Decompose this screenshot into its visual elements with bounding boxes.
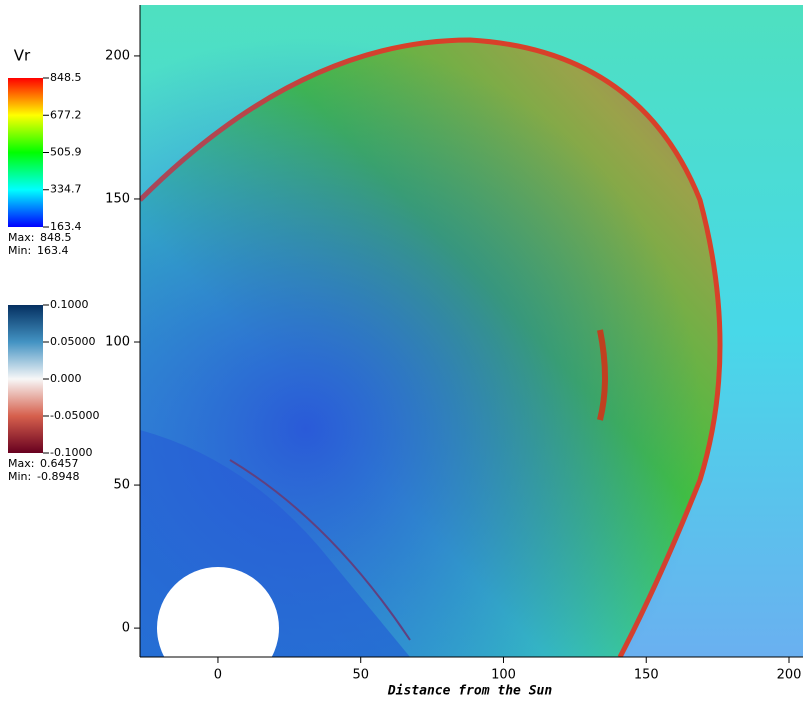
colorbar-tick-label: 163.4 bbox=[50, 220, 82, 233]
field bbox=[140, 5, 803, 657]
max-value: 848.5 bbox=[40, 231, 72, 244]
min-label: Min: bbox=[8, 244, 31, 257]
x-tick-label: 0 bbox=[214, 668, 222, 683]
colorbar-tick-label: 0.1000 bbox=[50, 298, 89, 311]
colorbar-tick-label: -0.05000 bbox=[50, 409, 99, 422]
inner-shade bbox=[140, 5, 803, 657]
colorbar-tick-label: -0.1000 bbox=[50, 446, 92, 459]
x-tick-label: 200 bbox=[777, 668, 802, 683]
colorbar-title: Vr bbox=[14, 47, 31, 65]
x-tick-label: 100 bbox=[491, 668, 516, 683]
colorbar bbox=[8, 78, 43, 227]
sun-mask bbox=[157, 567, 279, 657]
y-tick-label: 100 bbox=[105, 335, 130, 350]
colorbar-tick-label: 848.5 bbox=[50, 71, 82, 84]
max-label: Max: bbox=[8, 231, 34, 244]
x-tick-label: 150 bbox=[634, 668, 659, 683]
colorbar-tick-label: 505.9 bbox=[50, 146, 82, 159]
hot-spot bbox=[597, 329, 608, 421]
max-value: 0.6457 bbox=[40, 457, 79, 470]
colorbar bbox=[8, 305, 43, 453]
min-value: -0.8948 bbox=[37, 470, 79, 483]
y-tick-label: 0 bbox=[122, 621, 130, 636]
colorbar-tick-label: 0.05000 bbox=[50, 335, 96, 348]
x-axis-label: Distance from the Sun bbox=[387, 684, 553, 699]
colorbar-tick-label: 0.000 bbox=[50, 372, 82, 385]
current-sheet bbox=[229, 459, 411, 641]
y-tick-label: 150 bbox=[105, 191, 130, 206]
max-label: Max: bbox=[8, 457, 34, 470]
colorbar-tick-label: 677.2 bbox=[50, 108, 82, 121]
y-tick-label: 50 bbox=[113, 478, 130, 493]
x-tick-label: 50 bbox=[352, 668, 369, 683]
min-label: Min: bbox=[8, 470, 31, 483]
colorbar-tick-label: 334.7 bbox=[50, 183, 82, 196]
min-value: 163.4 bbox=[37, 244, 69, 257]
y-tick-label: 200 bbox=[105, 48, 130, 63]
